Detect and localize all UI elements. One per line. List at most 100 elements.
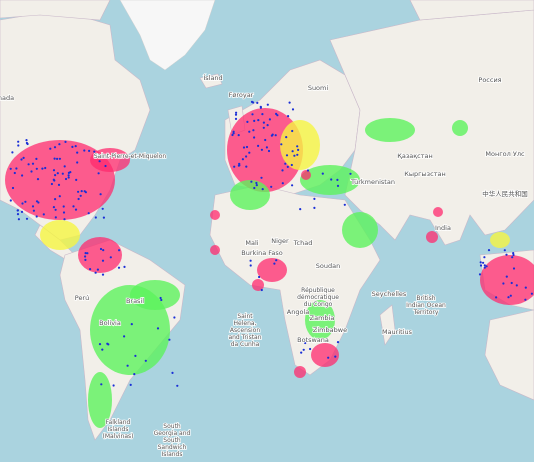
point-marker [58, 157, 62, 160]
heat-blob [433, 207, 443, 217]
point-marker [249, 259, 252, 262]
point-marker [265, 146, 268, 149]
point-marker [261, 113, 264, 116]
point-marker [133, 373, 136, 376]
point-marker [296, 145, 299, 148]
point-marker [252, 129, 255, 132]
point-marker [270, 185, 273, 188]
point-marker [313, 206, 316, 209]
point-marker [255, 184, 258, 187]
point-marker [88, 149, 91, 152]
place-label: Soudan [316, 262, 340, 270]
point-marker [502, 282, 505, 285]
point-marker [248, 130, 251, 133]
point-marker [42, 213, 45, 216]
point-marker [75, 178, 78, 181]
point-marker [13, 171, 16, 175]
point-marker [63, 218, 66, 221]
point-marker [176, 384, 179, 387]
point-marker [63, 165, 66, 168]
point-marker [302, 348, 305, 351]
point-marker [330, 178, 333, 181]
point-marker [266, 103, 269, 106]
point-marker [53, 157, 56, 160]
place-label: Saint Helena, Ascension and Tristan da Cunha [228, 313, 261, 348]
point-marker [84, 258, 87, 261]
place-label: Botswana [297, 336, 329, 344]
point-marker [479, 261, 482, 264]
point-marker [102, 216, 105, 219]
point-marker [281, 169, 284, 172]
point-marker [93, 150, 96, 153]
point-marker [285, 136, 288, 139]
point-marker [25, 139, 28, 142]
point-marker [512, 252, 515, 255]
heat-blob [426, 231, 438, 243]
point-marker [71, 145, 74, 148]
point-marker [287, 115, 290, 118]
point-marker [260, 176, 263, 179]
point-marker [64, 177, 68, 181]
place-label: Россия [478, 76, 501, 84]
heat-blob [210, 245, 220, 255]
place-label: Seychelles [372, 290, 407, 298]
point-marker [505, 275, 508, 278]
point-marker [16, 213, 20, 216]
heat-blob [301, 170, 311, 180]
point-marker [118, 249, 121, 252]
point-marker [36, 178, 40, 181]
point-marker [109, 256, 112, 259]
place-label: Niger [271, 237, 289, 245]
place-label: Zambia [310, 314, 335, 322]
point-marker [171, 371, 174, 374]
point-marker [248, 151, 251, 154]
point-marker [487, 249, 491, 252]
point-marker [327, 329, 330, 332]
heat-layer [5, 108, 534, 428]
place-label: Mauritius [382, 328, 413, 336]
point-marker [123, 265, 126, 268]
point-marker [35, 215, 38, 218]
heat-blob [257, 258, 287, 282]
place-label: Bolivia [99, 319, 121, 327]
point-marker [268, 118, 271, 121]
point-marker [515, 284, 518, 287]
point-marker [104, 164, 107, 168]
greenland [119, 0, 216, 71]
point-marker [112, 384, 115, 387]
point-marker [321, 172, 324, 175]
point-marker [156, 327, 160, 330]
point-marker [495, 296, 498, 299]
point-marker [129, 383, 132, 386]
point-marker [291, 150, 294, 153]
heat-blob [90, 148, 130, 172]
point-marker [52, 169, 56, 172]
point-marker [104, 154, 107, 157]
point-marker [20, 158, 23, 161]
point-marker [9, 199, 12, 202]
point-marker [21, 174, 24, 177]
place-label: Perú [75, 294, 89, 302]
point-marker [264, 138, 267, 142]
point-marker [291, 184, 294, 187]
point-marker [16, 209, 19, 212]
point-marker [94, 216, 97, 219]
point-marker [15, 167, 18, 170]
place-label: Türkmenistan [350, 178, 395, 186]
heat-blob [230, 180, 270, 210]
point-marker [130, 323, 133, 326]
place-label: Tchad [293, 239, 313, 247]
point-marker [62, 211, 66, 214]
point-marker [56, 172, 59, 175]
point-marker [79, 194, 82, 197]
point-marker [54, 208, 57, 211]
point-marker [258, 275, 261, 279]
point-marker [98, 343, 102, 346]
point-marker [238, 162, 241, 165]
heat-blob [280, 120, 320, 170]
point-marker [485, 265, 488, 268]
point-marker [52, 206, 56, 209]
point-marker [20, 210, 24, 213]
place-label: Монгол Улс [485, 150, 525, 158]
heat-blob [88, 372, 112, 428]
